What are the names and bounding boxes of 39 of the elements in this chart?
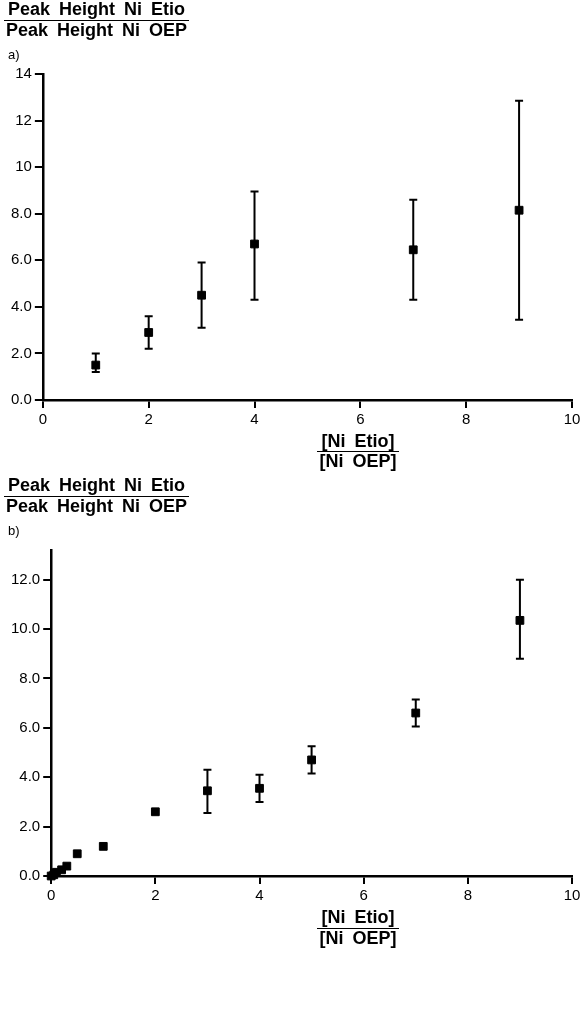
point <box>150 807 160 816</box>
y-tick-label: 14 <box>15 63 32 81</box>
y-tick-label: 2.0 <box>19 816 41 834</box>
chart-title: a) <box>8 46 21 62</box>
y-tick-label: 12.0 <box>10 569 41 587</box>
y-tick-label: 6.0 <box>10 250 32 268</box>
y-axis-title: Peak Height Ni Etio Peak Height Ni OEP <box>5 475 189 517</box>
x-tick-label: 8 <box>462 409 471 427</box>
point <box>72 849 82 858</box>
x-tick-label: 8 <box>463 885 473 903</box>
point <box>411 708 421 718</box>
x-axis-title: [Ni Etio] [Ni OEP] <box>318 430 398 473</box>
point <box>250 239 259 248</box>
x-tick-label: 4 <box>250 409 259 427</box>
x-tick-label: 4 <box>255 885 264 903</box>
y-tick-label: 0.0 <box>19 865 41 883</box>
point <box>98 841 108 851</box>
x-axis-title: [Ni Etio] [Ni OEP] <box>318 906 398 949</box>
y-tick-label: 2.0 <box>10 343 32 361</box>
x-tick-label: 2 <box>151 885 160 903</box>
y-tick-label: 8.0 <box>19 668 41 686</box>
x-tick-label: 6 <box>356 409 365 427</box>
y-tick-label: 8.0 <box>10 203 32 221</box>
y-tick-label: 10.0 <box>10 618 41 636</box>
x-tick-label: 6 <box>359 885 368 903</box>
y-tick-label: 12 <box>15 110 32 128</box>
x-tick-label: 0 <box>47 885 56 903</box>
y-tick-label: 10 <box>15 156 32 174</box>
point <box>62 861 72 871</box>
chart-title: b) <box>8 522 21 538</box>
x-tick-label: 0 <box>38 409 48 427</box>
y-axis-title: Peak Height Ni Etio Peak Height Ni OEP <box>5 0 189 41</box>
x-tick-label: 10 <box>563 885 581 903</box>
y-tick-label: 0.0 <box>10 389 32 407</box>
y-tick-label: 4.0 <box>10 296 32 314</box>
y-tick-label: 6.0 <box>19 717 41 735</box>
x-tick-label: 2 <box>144 409 153 427</box>
y-tick-label: 4.0 <box>19 767 41 785</box>
x-tick-label: 10 <box>563 409 581 427</box>
